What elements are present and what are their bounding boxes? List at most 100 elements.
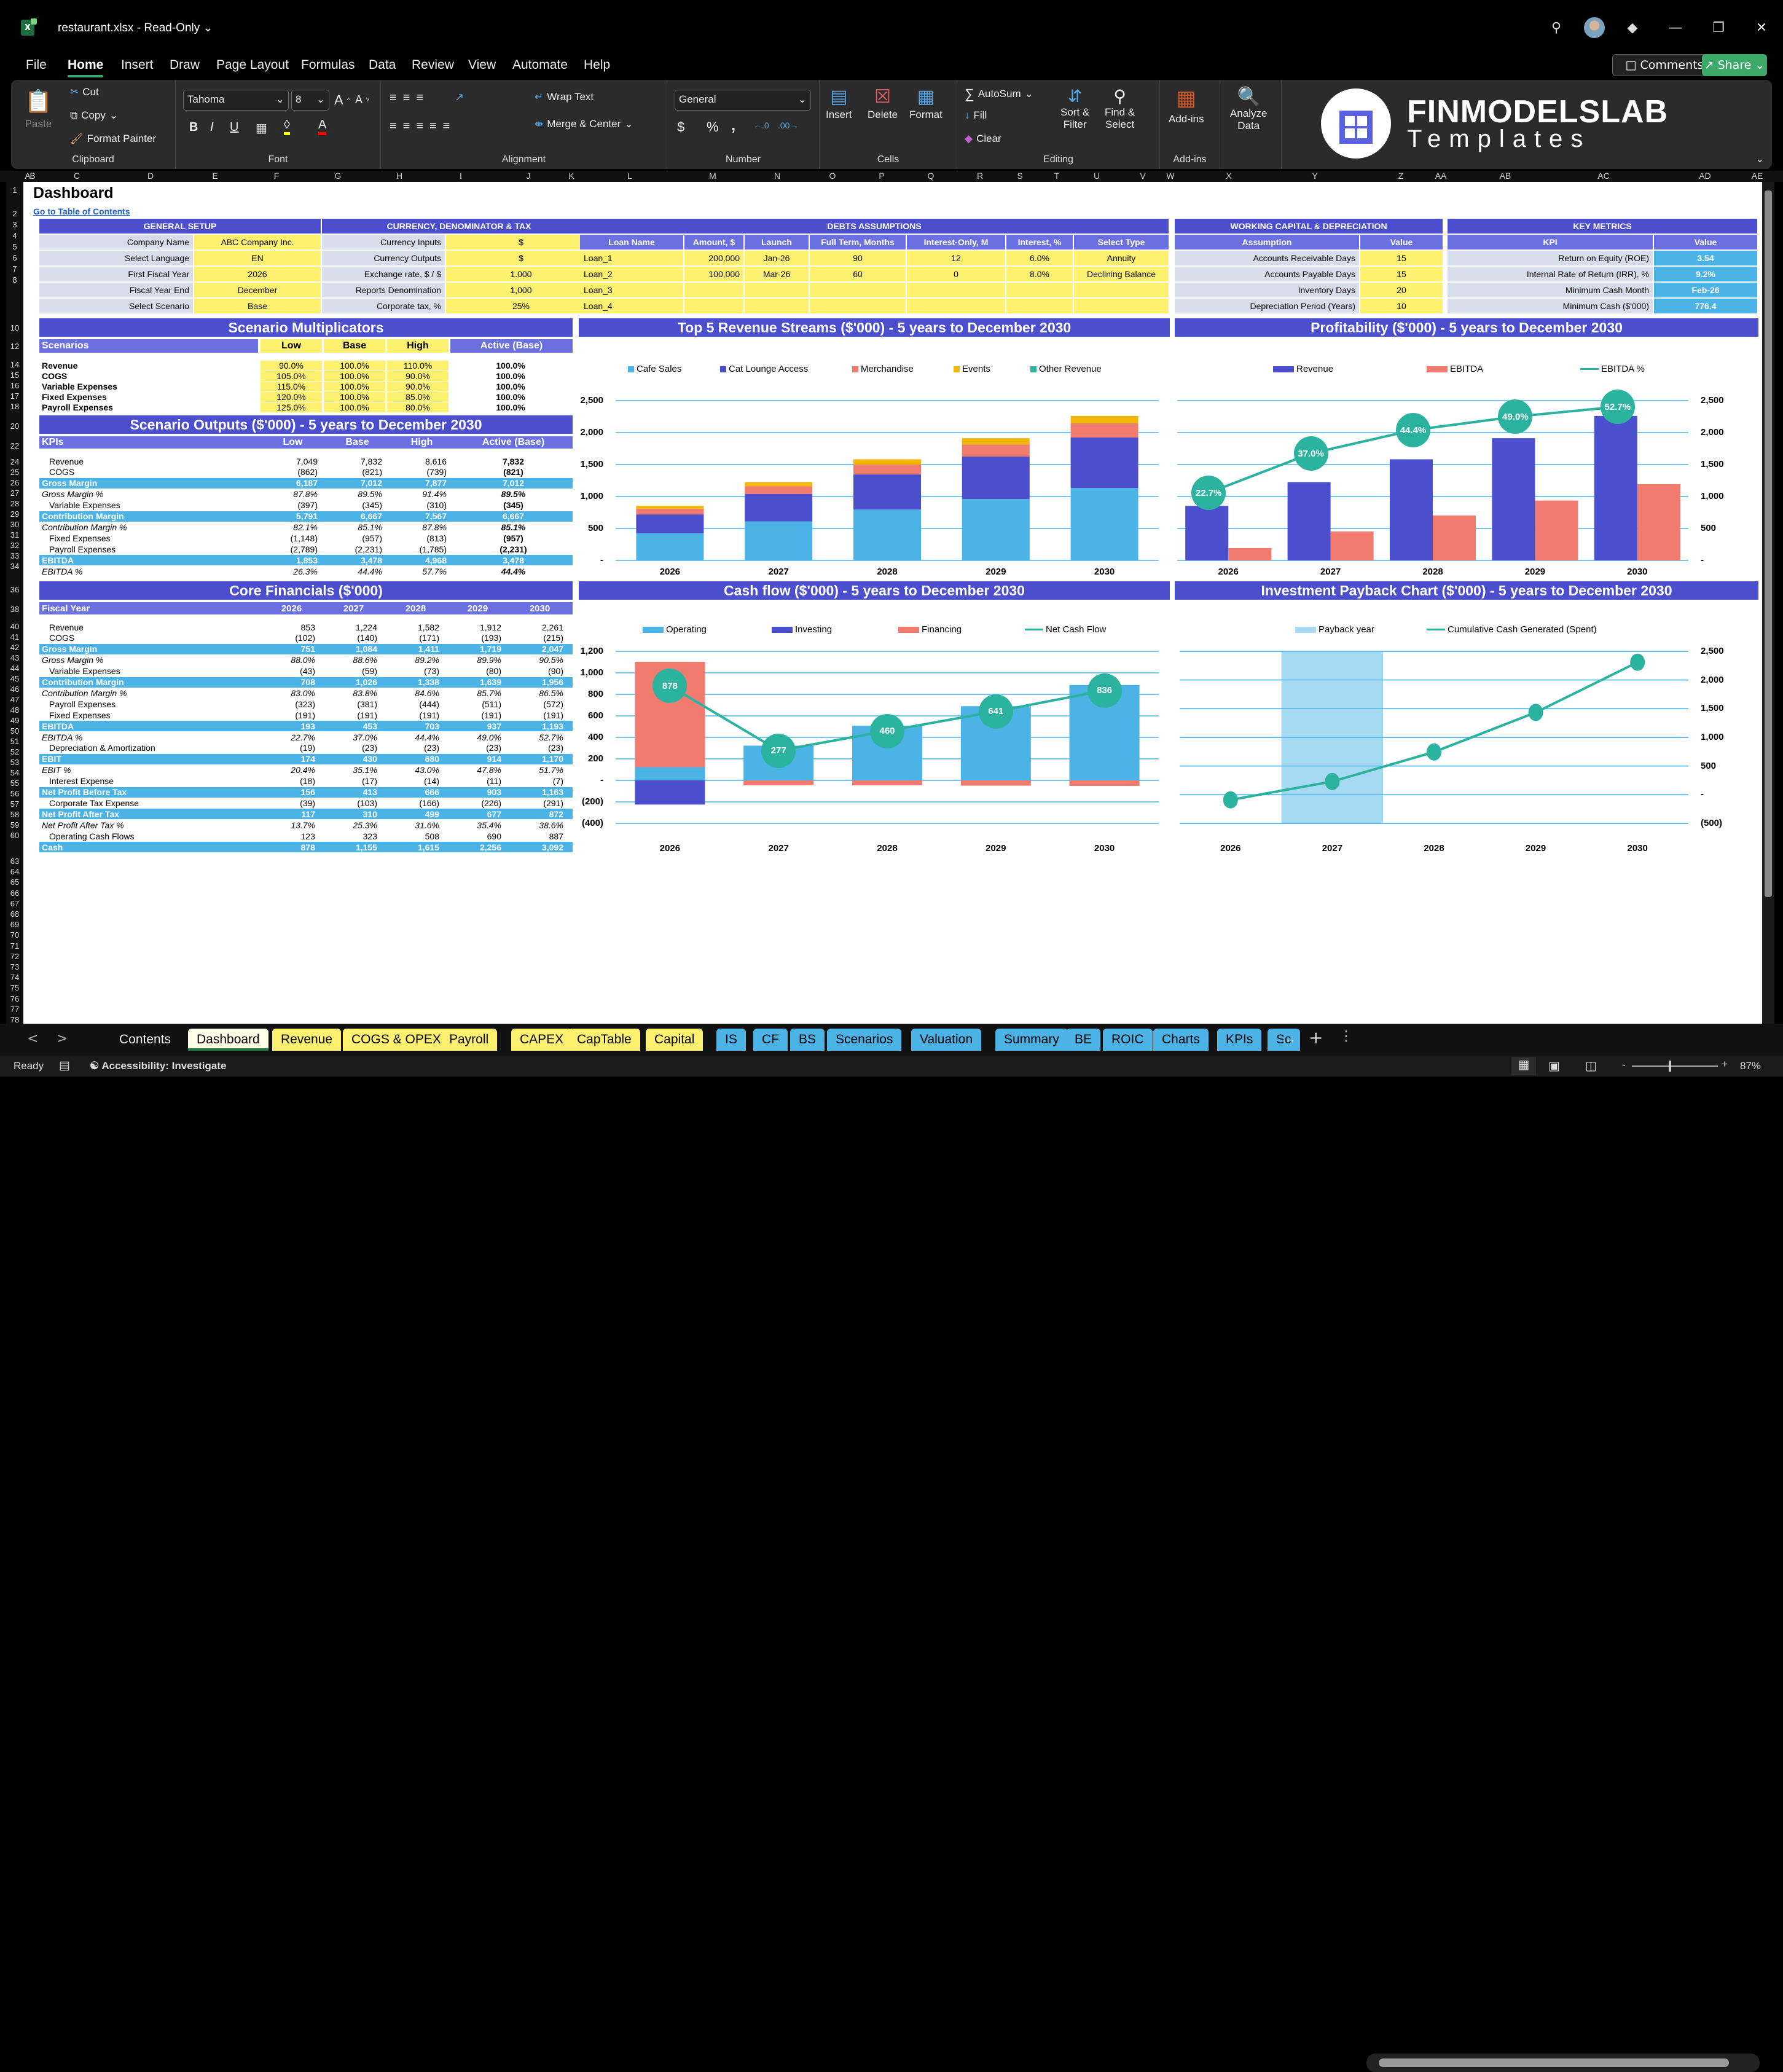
- language-select[interactable]: EN: [194, 251, 321, 265]
- row-header[interactable]: 2: [12, 209, 17, 218]
- comments-button[interactable]: □ Comments: [1612, 54, 1717, 76]
- loan-interest[interactable]: 8.0%: [1006, 267, 1073, 281]
- col-header[interactable]: W: [1166, 171, 1175, 181]
- col-header[interactable]: Y: [1312, 171, 1318, 181]
- format-painter-button[interactable]: 🖌 Format Painter: [70, 133, 157, 144]
- row-header[interactable]: 22: [10, 441, 20, 450]
- grow-font-button[interactable]: A ^: [334, 92, 350, 108]
- cut-button[interactable]: ✂ Cut: [70, 86, 99, 98]
- page-layout-view-icon[interactable]: ▣: [1548, 1059, 1560, 1073]
- sheet-tab-captable[interactable]: CapTable: [568, 1029, 640, 1051]
- corporate-tax-input[interactable]: 25%: [446, 299, 596, 313]
- row-header[interactable]: 70: [10, 930, 20, 940]
- menu-automate[interactable]: Automate: [512, 58, 568, 72]
- col-header[interactable]: P: [879, 171, 885, 181]
- copy-button[interactable]: ⧉ Copy ⌄: [70, 109, 119, 121]
- collapse-ribbon-icon[interactable]: ⌄: [1755, 152, 1765, 165]
- legend-item[interactable]: Cumulative Cash Generated (Spent): [1427, 624, 1597, 635]
- sheet-tab-capex[interactable]: CAPEX: [511, 1029, 573, 1051]
- row-header[interactable]: 67: [10, 898, 20, 908]
- sheet-tab-revenue[interactable]: Revenue: [272, 1029, 342, 1051]
- loan-name[interactable]: Loan_2: [580, 267, 683, 281]
- multiplier-input[interactable]: 100.0%: [324, 360, 385, 371]
- loan-interest[interactable]: 6.0%: [1006, 251, 1073, 265]
- delete-cells-button[interactable]: ☒ Delete: [868, 87, 898, 120]
- row-header[interactable]: 45: [10, 674, 20, 683]
- row-header[interactable]: 71: [10, 941, 20, 951]
- row-header[interactable]: 10: [10, 323, 20, 332]
- scrollbar-thumb[interactable]: [1379, 2058, 1729, 2067]
- row-header[interactable]: 56: [10, 789, 20, 798]
- sheet-tab-dashboard[interactable]: Dashboard: [188, 1029, 268, 1051]
- col-header[interactable]: Q: [927, 171, 935, 181]
- sheet-tab-contents[interactable]: Contents: [119, 1032, 171, 1046]
- row-header[interactable]: 44: [10, 664, 20, 673]
- font-color-button[interactable]: A: [318, 118, 327, 135]
- row-header[interactable]: 20: [10, 422, 20, 431]
- menu-insert[interactable]: Insert: [121, 58, 154, 72]
- col-header[interactable]: N: [774, 171, 781, 181]
- row-header[interactable]: 25: [10, 468, 20, 477]
- loan-term[interactable]: 90: [810, 251, 906, 265]
- vertical-scrollbar[interactable]: [1762, 182, 1774, 1024]
- row-header[interactable]: 49: [10, 716, 20, 725]
- decrease-decimal-icon[interactable]: .00→: [778, 120, 799, 130]
- add-sheet-button[interactable]: +: [1309, 1027, 1323, 1048]
- col-header[interactable]: F: [273, 171, 280, 181]
- menu-page-layout[interactable]: Page Layout: [216, 58, 289, 72]
- legend-item[interactable]: EBITDA: [1427, 364, 1483, 374]
- accessibility-button[interactable]: ☯ Accessibility: Investigate: [90, 1060, 227, 1072]
- col-header[interactable]: AD: [1699, 171, 1711, 181]
- row-header[interactable]: 58: [10, 810, 20, 819]
- loan-name[interactable]: Loan_1: [580, 251, 683, 265]
- legend-item[interactable]: Merchandise: [852, 364, 914, 374]
- col-header[interactable]: M: [709, 171, 716, 181]
- row-header[interactable]: 6: [12, 253, 17, 262]
- ap-days-input[interactable]: 15: [1360, 267, 1443, 281]
- row-header[interactable]: 50: [10, 726, 20, 736]
- col-header[interactable]: X: [1226, 171, 1232, 181]
- row-header[interactable]: 4: [12, 231, 17, 240]
- row-header[interactable]: 46: [10, 685, 20, 694]
- menu-review[interactable]: Review: [412, 58, 454, 72]
- col-header[interactable]: R: [976, 171, 984, 181]
- multiplier-input[interactable]: 80.0%: [387, 402, 449, 412]
- format-cells-button[interactable]: ▦ Format: [909, 87, 942, 120]
- increase-decimal-icon[interactable]: ←.0: [753, 120, 769, 130]
- row-header[interactable]: 12: [10, 342, 20, 351]
- row-header[interactable]: 63: [10, 857, 20, 866]
- wrap-text-button[interactable]: ↵ Wrap Text: [535, 91, 594, 103]
- col-header[interactable]: E: [212, 171, 218, 181]
- horizontal-align-icons[interactable]: ≡≡≡≡≡: [390, 119, 457, 133]
- row-header[interactable]: 7: [12, 264, 17, 273]
- col-header[interactable]: S: [1017, 171, 1023, 181]
- row-header[interactable]: 18: [10, 402, 20, 411]
- fill-button[interactable]: ↓ Fill: [965, 109, 987, 121]
- autosum-button[interactable]: ∑ AutoSum ⌄: [965, 86, 1033, 101]
- row-header[interactable]: 47: [10, 695, 20, 704]
- currency-inputs-select[interactable]: $: [446, 235, 596, 249]
- analyze-data-button[interactable]: 🔍 Analyze Data: [1230, 87, 1268, 131]
- loan-amount[interactable]: 100,000: [684, 267, 743, 281]
- loan-type-select[interactable]: Declining Balance: [1074, 267, 1169, 281]
- merge-center-button[interactable]: ⇼ Merge & Center ⌄: [535, 118, 633, 130]
- col-header[interactable]: AE: [1751, 171, 1763, 181]
- legend-item[interactable]: EBITDA %: [1580, 364, 1645, 374]
- document-title[interactable]: restaurant.xlsx - Read-Only ⌄: [58, 22, 213, 34]
- restore-icon[interactable]: ❐: [1712, 20, 1725, 36]
- menu-formulas[interactable]: Formulas: [301, 58, 355, 72]
- loan-launch[interactable]: Mar-26: [745, 267, 809, 281]
- row-header[interactable]: 53: [10, 758, 20, 767]
- underline-button[interactable]: U: [230, 120, 239, 134]
- toc-link[interactable]: Go to Table of Contents: [33, 206, 130, 216]
- col-header[interactable]: J: [526, 171, 531, 181]
- clear-button[interactable]: ◆ Clear: [965, 133, 1001, 144]
- revenue-streams-chart[interactable]: - 500 1,000 1,500 2,000 2,500 2026 2027 2028 2029…: [579, 339, 1170, 579]
- zoom-out-button[interactable]: -: [1622, 1059, 1626, 1071]
- menu-view[interactable]: View: [468, 58, 496, 72]
- col-header[interactable]: C: [73, 171, 80, 181]
- zoom-slider-thumb[interactable]: [1669, 1061, 1671, 1072]
- row-header[interactable]: 36: [10, 585, 20, 594]
- row-header[interactable]: 41: [10, 632, 20, 642]
